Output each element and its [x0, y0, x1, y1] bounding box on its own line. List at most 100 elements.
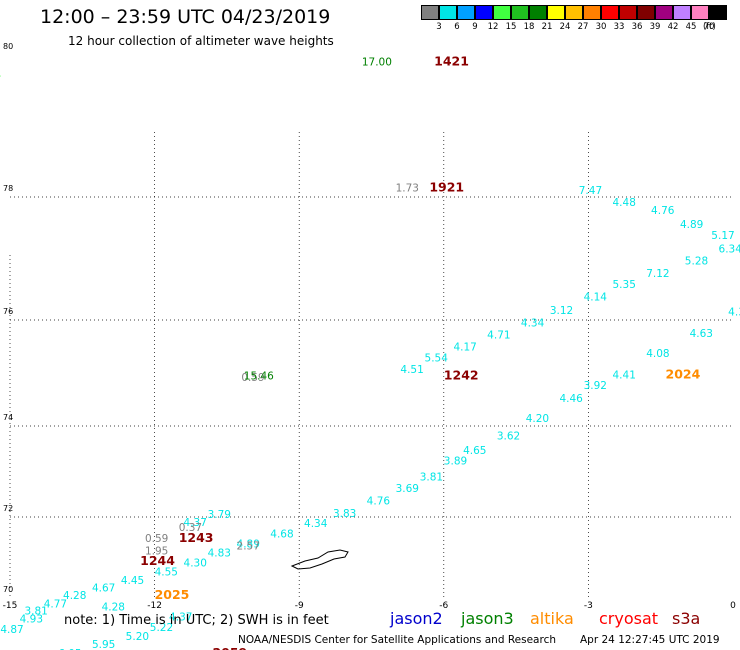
swh-point-label: 4.71	[487, 330, 510, 342]
footer-timestamp: Apr 24 12:27:45 UTC 2019	[580, 634, 720, 646]
swh-point-label: 3.69	[396, 483, 419, 495]
legend-swatch	[709, 5, 727, 20]
legend-label: 18	[523, 22, 535, 32]
legend-label: 12	[487, 22, 499, 32]
swh-point-label: 5.22	[150, 622, 173, 634]
grid-lines	[9, 132, 733, 598]
x-tick-label: -15	[3, 601, 18, 611]
legend-swatch	[529, 5, 547, 20]
swh-point-label: 3.62	[497, 431, 520, 443]
satellite-name: altika	[530, 609, 574, 628]
x-tick-label: -6	[439, 601, 448, 611]
swh-point-label: 6.34	[719, 243, 740, 255]
swh-point-label: 4.89	[680, 219, 703, 231]
swh-point-label: 0.59	[145, 533, 168, 545]
page-subtitle: 12 hour collection of altimeter wave hei…	[68, 34, 334, 48]
legend-label: 9	[472, 22, 478, 32]
y-tick-label: 74	[3, 413, 13, 422]
satellite-name: s3a	[672, 609, 701, 628]
legend-swatch	[439, 5, 457, 20]
x-tick-label: 0	[730, 601, 736, 611]
legend-label: 27	[577, 22, 589, 32]
swh-point-label: 4.65	[463, 445, 486, 457]
swh-point-label: 5.35	[613, 279, 636, 291]
swh-point-label: 4.28	[63, 590, 86, 602]
legend-label: 30	[595, 22, 607, 32]
swh-point-label: 4.55	[155, 567, 178, 579]
swh-point-label: 4.67	[92, 583, 115, 595]
swh-point-label: 4.20	[526, 413, 549, 425]
pass-time-label: 1242	[444, 367, 479, 382]
pass-time-label: 1243	[179, 530, 214, 545]
swh-point-label: 15.46	[244, 370, 274, 382]
legend-swatch	[655, 5, 673, 20]
island-outline	[290, 549, 349, 570]
legend-swatch	[421, 5, 439, 20]
legend-swatch	[457, 5, 475, 20]
y-tick-label: 80	[3, 42, 13, 51]
swh-point-label: 6.05	[58, 648, 81, 650]
swh-point-label: 4.28	[102, 601, 125, 613]
swh-point-label: 3.92	[584, 380, 607, 392]
y-tick-label: 72	[3, 504, 13, 513]
y-tick-label: 78	[3, 184, 13, 193]
page-title: 12:00 – 23:59 UTC 04/23/2019	[40, 6, 331, 28]
swh-point-label: 3.89	[444, 456, 467, 468]
axis-tick-labels: 70 72 74 76 78 80 -15 -12 -9 -6 -3 0	[3, 42, 736, 611]
swh-point-label: 5.17	[711, 230, 734, 242]
footer-note: note: 1) Time is in UTC; 2) SWH is in fe…	[64, 613, 329, 628]
swh-point-label: 3.83	[333, 508, 356, 520]
legend-swatch	[583, 5, 601, 20]
swh-point-label: 3.79	[208, 509, 231, 521]
satellite-name: jason2	[390, 609, 443, 628]
legend-label: 39	[649, 22, 661, 32]
swh-point-label: 3.81	[24, 605, 47, 617]
pass-time-label: 2059	[212, 645, 247, 650]
swh-point-label: 3.81	[420, 472, 443, 484]
legend-unit: (ft)	[703, 22, 716, 32]
legend-label: 15	[505, 22, 517, 32]
swh-point-label: 4.46	[559, 393, 583, 405]
y-tick-label: 70	[3, 585, 13, 594]
legend-label: 33	[613, 22, 625, 32]
swh-point-label: 4.89	[237, 538, 260, 550]
legend-label: 21	[541, 22, 553, 32]
legend-label: 24	[559, 22, 571, 32]
island-outline-shape	[290, 549, 349, 570]
legend-label: 70	[703, 22, 715, 32]
swh-point-label: 5.20	[126, 631, 149, 643]
legend-label: 6	[454, 22, 460, 32]
swh-point-label: 7.12	[646, 268, 669, 280]
swh-point-label: 3.12	[550, 305, 573, 317]
pass-time-label: 2024	[666, 366, 701, 381]
swh-point-label: 4.87	[0, 624, 23, 636]
legend-swatch	[637, 5, 655, 20]
legend-swatch	[601, 5, 619, 20]
legend-label: 42	[667, 22, 679, 32]
swh-point-label: 4.30	[184, 557, 207, 569]
swh-point-label: 4.37	[184, 517, 207, 529]
x-tick-label: -3	[584, 601, 593, 611]
pass-time-labels: 142114221921124212431244205920252024	[140, 54, 701, 650]
y-tick-label: 76	[3, 307, 13, 316]
legend-swatch	[565, 5, 583, 20]
swh-point-label: 4.93	[20, 614, 43, 626]
swh-point-label: 5.95	[92, 639, 115, 650]
swh-point-label: 4.51	[400, 364, 423, 376]
pass-time-label: 2025	[155, 587, 190, 602]
legend-swatch	[673, 5, 691, 20]
swh-point-label: 4.48	[613, 197, 636, 209]
swh-point-label: 5.28	[685, 256, 708, 268]
swh-point-label: 0.37	[179, 522, 202, 534]
legend-swatch	[475, 5, 493, 20]
legend-swatch	[547, 5, 565, 20]
footer-credit: NOAA/NESDIS Center for Satellite Applica…	[238, 634, 556, 646]
legend-swatch	[691, 5, 709, 20]
pass-time-label: 1244	[140, 553, 175, 568]
swh-point-label: 5.54	[425, 352, 449, 364]
swh-point-label: 4.76	[651, 205, 675, 217]
swh-point-label: 1.73	[396, 182, 419, 194]
swh-point-label: 12.71	[0, 67, 2, 79]
swh-point-label: 2.57	[237, 540, 260, 552]
